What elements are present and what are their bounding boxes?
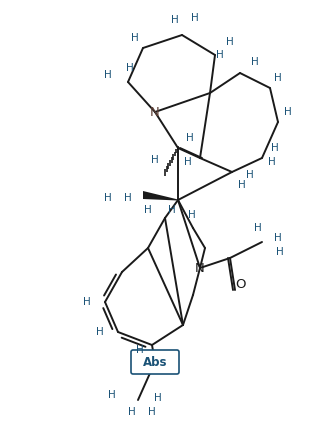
Text: H: H bbox=[268, 157, 276, 167]
Text: H: H bbox=[274, 73, 282, 83]
Text: H: H bbox=[83, 297, 91, 307]
Text: H: H bbox=[154, 393, 162, 403]
Text: H: H bbox=[171, 15, 179, 25]
Text: H: H bbox=[284, 107, 292, 117]
Text: H: H bbox=[144, 205, 152, 215]
Text: H: H bbox=[186, 133, 194, 143]
Text: H: H bbox=[184, 157, 192, 167]
Text: H: H bbox=[126, 63, 134, 73]
Text: H: H bbox=[96, 327, 104, 337]
Text: H: H bbox=[108, 390, 116, 400]
Polygon shape bbox=[143, 191, 178, 200]
Text: H: H bbox=[191, 13, 199, 23]
Text: H: H bbox=[238, 180, 246, 190]
Text: H: H bbox=[148, 407, 156, 417]
Text: H: H bbox=[226, 37, 234, 47]
Text: H: H bbox=[136, 345, 144, 355]
Text: H: H bbox=[276, 247, 284, 257]
FancyBboxPatch shape bbox=[131, 350, 179, 374]
Text: H: H bbox=[216, 50, 224, 60]
Text: H: H bbox=[274, 233, 282, 243]
Text: H: H bbox=[168, 205, 176, 215]
Text: H: H bbox=[251, 57, 259, 67]
Text: H: H bbox=[104, 193, 112, 203]
Text: H: H bbox=[131, 33, 139, 43]
Text: Abs: Abs bbox=[143, 356, 167, 369]
Text: N: N bbox=[195, 262, 205, 275]
Text: H: H bbox=[188, 210, 196, 220]
Text: H: H bbox=[254, 223, 262, 233]
Text: H: H bbox=[151, 155, 159, 165]
Text: H: H bbox=[128, 407, 136, 417]
Text: H: H bbox=[246, 170, 254, 180]
Text: N: N bbox=[150, 106, 160, 118]
Text: O: O bbox=[235, 278, 245, 291]
Text: H: H bbox=[104, 70, 112, 80]
Text: H: H bbox=[271, 143, 279, 153]
Text: H: H bbox=[124, 193, 132, 203]
